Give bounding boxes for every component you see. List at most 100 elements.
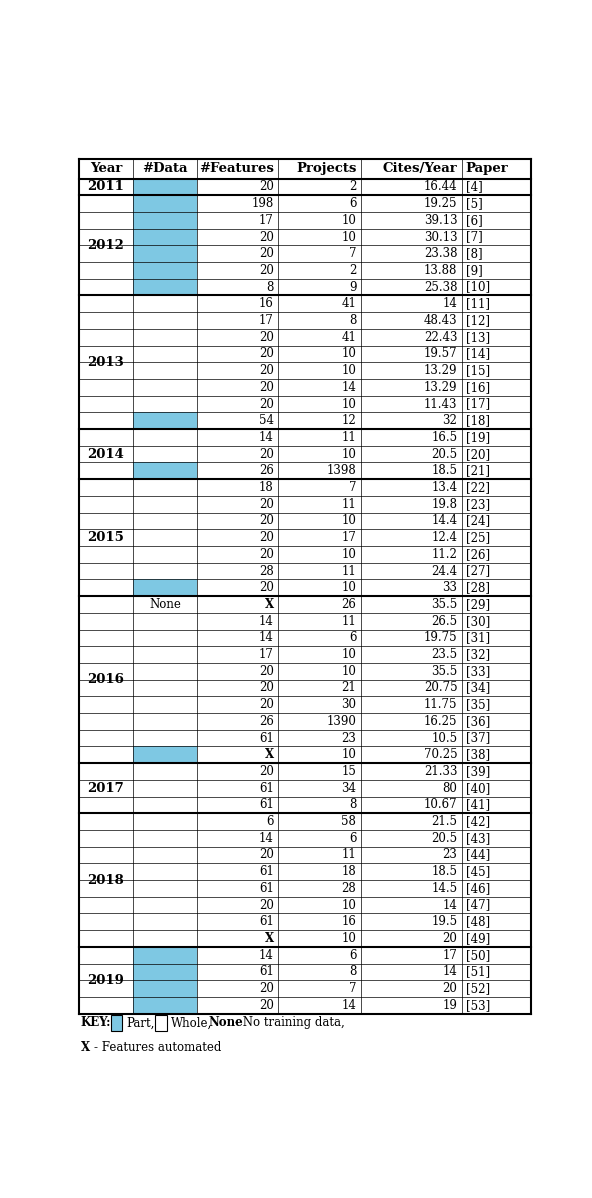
Text: 17: 17 [442, 949, 457, 962]
Text: 20: 20 [442, 982, 457, 996]
Text: [22]: [22] [465, 482, 490, 494]
Text: 70.25: 70.25 [424, 749, 457, 761]
Text: 10: 10 [342, 749, 356, 761]
Text: 10: 10 [342, 347, 356, 361]
Text: 12: 12 [342, 415, 356, 428]
Text: - No training data,: - No training data, [234, 1016, 345, 1029]
Text: 21.33: 21.33 [424, 766, 457, 778]
Text: 7: 7 [349, 982, 356, 996]
Text: Part,: Part, [127, 1016, 155, 1029]
Text: 11: 11 [342, 431, 356, 444]
Text: 20: 20 [259, 230, 274, 243]
Text: 54: 54 [259, 415, 274, 428]
Text: [24]: [24] [465, 514, 490, 527]
Text: 10: 10 [342, 364, 356, 377]
Text: 10: 10 [342, 514, 356, 527]
Text: 11.2: 11.2 [432, 547, 457, 561]
Text: [18]: [18] [465, 415, 490, 428]
Text: 19.57: 19.57 [424, 347, 457, 361]
Text: None: None [208, 1016, 243, 1029]
Bar [133, 746, 197, 763]
Text: [4]: [4] [465, 181, 482, 193]
Text: 20: 20 [259, 347, 274, 361]
Text: 14: 14 [259, 949, 274, 962]
Text: 6: 6 [349, 198, 356, 210]
Text: 2011: 2011 [88, 181, 124, 193]
Text: - Features automated: - Features automated [94, 1041, 221, 1054]
Text: 6: 6 [266, 815, 274, 828]
Text: X: X [81, 1041, 90, 1054]
Text: 20: 20 [259, 665, 274, 678]
Text: [9]: [9] [465, 264, 482, 277]
Text: 16.44: 16.44 [424, 181, 457, 193]
Text: 23: 23 [342, 732, 356, 745]
Text: 198: 198 [252, 198, 274, 210]
Text: 19.5: 19.5 [431, 915, 457, 928]
Text: 2013: 2013 [88, 356, 124, 369]
Text: 8: 8 [266, 280, 274, 294]
Text: 61: 61 [259, 865, 274, 878]
Text: [52]: [52] [465, 982, 490, 996]
Text: 11: 11 [342, 848, 356, 861]
Text: [41]: [41] [465, 798, 490, 811]
Text: 17: 17 [342, 531, 356, 544]
Text: 24.4: 24.4 [431, 564, 457, 577]
Text: [33]: [33] [465, 665, 490, 678]
Text: 20: 20 [259, 181, 274, 193]
Text: X: X [265, 749, 274, 761]
Text: [49]: [49] [465, 932, 490, 945]
Text: Paper: Paper [465, 162, 509, 175]
Text: Whole,: Whole, [171, 1016, 213, 1029]
Text: 20: 20 [259, 381, 274, 394]
Text: 14.5: 14.5 [431, 882, 457, 895]
Text: 33: 33 [442, 581, 457, 594]
Text: [16]: [16] [465, 381, 490, 394]
Bar [155, 1015, 167, 1031]
Text: 21.5: 21.5 [432, 815, 457, 828]
Text: [47]: [47] [465, 898, 490, 912]
Text: 11: 11 [342, 497, 356, 510]
Text: 14: 14 [342, 381, 356, 394]
Text: 2012: 2012 [88, 238, 124, 252]
Text: 20: 20 [259, 364, 274, 377]
Text: 61: 61 [259, 798, 274, 811]
Text: 26.5: 26.5 [431, 615, 457, 628]
Text: 21: 21 [342, 682, 356, 695]
Text: [36]: [36] [465, 715, 490, 728]
Text: 7: 7 [349, 247, 356, 260]
Text: [11]: [11] [465, 297, 490, 310]
Text: 23.5: 23.5 [431, 648, 457, 661]
Text: 20: 20 [259, 682, 274, 695]
Text: 6: 6 [349, 831, 356, 845]
Text: 2017: 2017 [88, 781, 124, 794]
Text: 28: 28 [342, 882, 356, 895]
Text: 6: 6 [349, 631, 356, 645]
Text: [35]: [35] [465, 698, 490, 712]
Text: 10: 10 [342, 448, 356, 461]
Text: 14: 14 [442, 297, 457, 310]
Text: 13.4: 13.4 [431, 482, 457, 494]
Text: 35.5: 35.5 [431, 598, 457, 611]
Text: 20: 20 [259, 982, 274, 996]
Text: [27]: [27] [465, 564, 490, 577]
Text: Cites/Year: Cites/Year [382, 162, 457, 175]
Text: 10: 10 [342, 898, 356, 912]
Text: 26: 26 [342, 598, 356, 611]
Text: 20: 20 [259, 848, 274, 861]
Text: [29]: [29] [465, 598, 490, 611]
Text: 58: 58 [342, 815, 356, 828]
Bar [133, 946, 197, 1014]
Text: 30: 30 [341, 698, 356, 712]
Text: 16.5: 16.5 [431, 431, 457, 444]
Text: 19: 19 [442, 999, 457, 1012]
Text: #Data: #Data [143, 162, 188, 175]
Text: 10: 10 [342, 932, 356, 945]
Text: 2: 2 [349, 264, 356, 277]
Text: 10: 10 [342, 398, 356, 411]
Text: 1398: 1398 [327, 465, 356, 477]
Text: 8: 8 [349, 966, 356, 979]
Text: 20: 20 [259, 448, 274, 461]
Text: 6: 6 [349, 949, 356, 962]
Text: [6]: [6] [465, 213, 482, 226]
Text: [15]: [15] [465, 364, 490, 377]
